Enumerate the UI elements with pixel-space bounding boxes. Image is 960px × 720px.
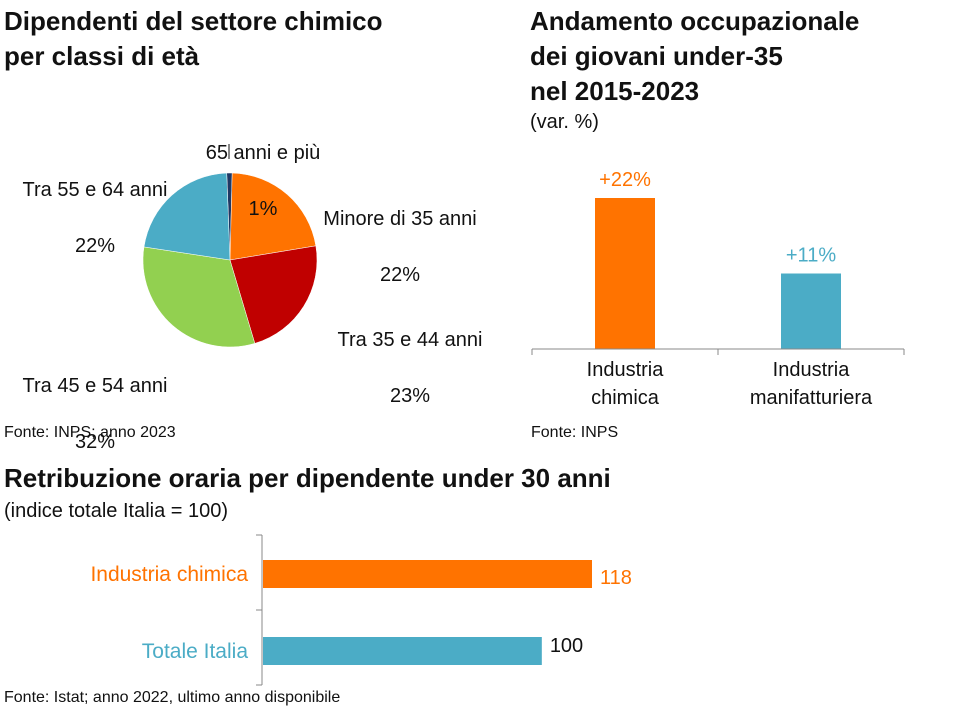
bar-value-label: +11%	[786, 245, 836, 267]
pie-source: Fonte: INPS; anno 2023	[4, 424, 176, 441]
pie-slice-label: Tra 45 e 54 anni	[22, 375, 168, 397]
pie-slice-value: 23%	[389, 385, 431, 407]
hbar-totale-italia	[263, 637, 542, 665]
pie-slice-value: 22%	[74, 235, 116, 257]
bar-chart-title: Andamento occupazionale dei giovani unde…	[530, 6, 860, 106]
pie-label-45-54: Tra 45 e 54 anni 32%	[0, 344, 190, 484]
x-tick-label: Industria	[773, 359, 851, 381]
pie-chart	[142, 144, 318, 348]
pie-slice-label: 65 anni e più	[205, 142, 321, 164]
hbar-source: Fonte: Istat; anno 2022, ultimo anno dis…	[4, 689, 341, 706]
pie-slice-label: Minore di 35 anni	[323, 208, 477, 230]
pie-slice-value: 1%	[248, 198, 278, 220]
y-tick-label: Industria chimica	[90, 563, 248, 586]
horizontal-bar-chart: Industria chimica 118 Totale Italia 100	[90, 534, 632, 686]
pie-slice-value: 32%	[74, 431, 116, 453]
x-tick-label: Industria	[587, 359, 665, 381]
pie-slice-value: 22%	[379, 264, 421, 286]
hbar-chart-subtitle: (indice totale Italia = 100)	[4, 500, 229, 522]
hbar-chart-title: Retribuzione oraria per dipendente under…	[4, 463, 611, 493]
pie-slice-label: Tra 35 e 44 anni	[337, 329, 483, 351]
x-tick-label: manifatturiera	[750, 387, 873, 409]
pie-label-65-plus: 65 anni e più 1%	[178, 111, 348, 251]
pie-label-35-44: Tra 35 e 44 anni 23%	[315, 298, 505, 438]
pie-chart-title: Dipendenti del settore chimico per class…	[4, 6, 383, 71]
bar-chart-source: Fonte: INPS	[531, 424, 619, 441]
pie-slice-minore-di-35-anni	[229, 172, 317, 261]
hbar-value-label: 118	[600, 567, 632, 589]
bar-industria-chimica	[595, 198, 655, 349]
x-tick-label: chimica	[591, 387, 660, 409]
hbar-value-label: 100	[550, 635, 583, 657]
pie-label-55-64: Tra 55 e 64 anni 22%	[0, 148, 190, 288]
hbar-industria-chimica	[263, 560, 592, 588]
pie-slice-label: Tra 55 e 64 anni	[22, 179, 168, 201]
y-tick-label: Totale Italia	[142, 640, 249, 663]
bar-value-label: +22%	[599, 169, 651, 191]
vertical-bar-chart: +22% Industria chimica +11% Industria manifat…	[531, 169, 905, 409]
pie-slice-tra-35-e-44-anni	[229, 245, 318, 344]
pie-slice-tra-45-e-54-anni	[142, 246, 256, 348]
bar-industria-manifatturiera	[781, 273, 841, 349]
pie-slice-tra-55-e-64-anni	[143, 172, 231, 261]
pie-label-under-35: Minore di 35 anni 22%	[300, 177, 500, 317]
bar-chart-subtitle: (var. %)	[530, 111, 599, 133]
